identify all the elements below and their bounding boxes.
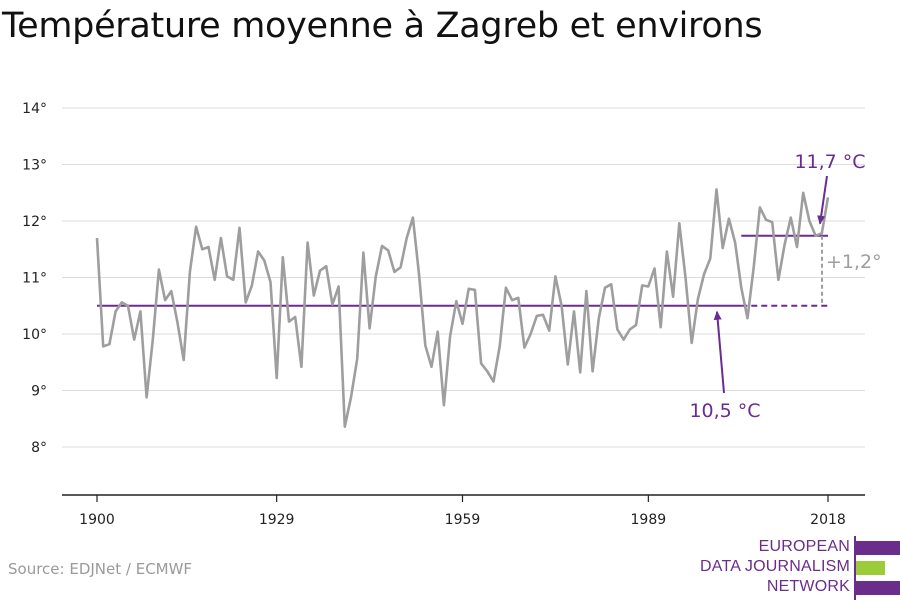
logo-line-1: EUROPEAN: [758, 538, 850, 555]
annotation-delta-label: +1,2°: [826, 251, 882, 273]
y-tick-label: 11°: [22, 271, 47, 287]
logo-line-2: DATA JOURNALISM: [700, 558, 850, 575]
x-tick-label: 1900: [79, 512, 115, 528]
y-axis-ticks: 8° 9° 10° 11° 12° 13° 14°: [22, 101, 47, 456]
y-tick-label: 9°: [31, 384, 47, 400]
chart-title: Température moyenne à Zagreb et environs: [2, 6, 763, 46]
logo-bar-purple-top: [856, 541, 900, 555]
x-tick-label: 1989: [631, 512, 667, 528]
x-tick-label: 2018: [810, 512, 846, 528]
x-tick-label: 1929: [259, 512, 295, 528]
logo-divider: [854, 536, 856, 600]
logo-bar-green: [856, 561, 885, 575]
y-tick-label: 13°: [22, 158, 47, 174]
annotation-arrow-recent: [817, 175, 828, 225]
annotations: 11,7 °C 10,5 °C +1,2°: [689, 151, 881, 422]
y-tick-label: 8°: [31, 440, 47, 456]
logo-line-3: NETWORK: [766, 578, 850, 595]
source-note: Source: EDJNet / ECMWF: [8, 560, 193, 578]
y-tick-label: 10°: [22, 327, 47, 343]
temperature-series-line: [95, 188, 830, 429]
annotation-arrow-baseline: [713, 310, 725, 394]
y-gridlines: [62, 107, 865, 448]
edjnet-logo: EUROPEAN DATA JOURNALISM NETWORK: [700, 536, 900, 600]
annotation-recent-average-label: 11,7 °C: [794, 151, 865, 173]
x-axis-ticks: 1900 1929 1959 1989 2018: [79, 495, 846, 528]
baseline-average-group: [97, 234, 828, 307]
annotation-baseline-average-label: 10,5 °C: [689, 400, 760, 422]
y-tick-label: 14°: [22, 101, 47, 117]
x-tick-label: 1959: [445, 512, 481, 528]
y-tick-label: 12°: [22, 214, 47, 230]
logo-bar-purple-bottom: [856, 581, 900, 595]
